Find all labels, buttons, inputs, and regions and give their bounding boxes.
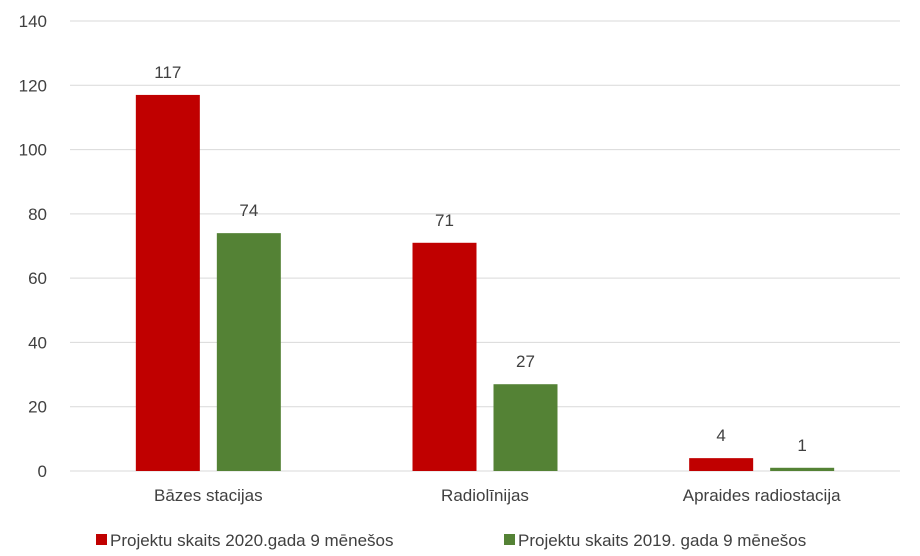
data-label: 74 bbox=[239, 201, 258, 220]
data-label: 117 bbox=[154, 63, 181, 82]
legend-label: Projektu skaits 2019. gada 9 mēnešos bbox=[518, 531, 806, 550]
y-tick-label: 40 bbox=[28, 333, 47, 352]
data-label: 71 bbox=[435, 211, 454, 230]
y-tick-label: 20 bbox=[28, 398, 47, 417]
category-label: Radiolīnijas bbox=[441, 486, 529, 505]
gridlines bbox=[70, 20, 900, 472]
bar bbox=[689, 458, 754, 471]
y-tick-label: 140 bbox=[19, 12, 47, 31]
data-label: 27 bbox=[516, 352, 535, 371]
bar bbox=[770, 467, 835, 471]
legend: Projektu skaits 2020.gada 9 mēnešos Proje… bbox=[96, 531, 806, 550]
y-tick-label: 120 bbox=[19, 76, 47, 95]
legend-swatch bbox=[96, 534, 107, 545]
bar bbox=[412, 242, 477, 471]
x-axis-category-labels: Bāzes stacijas Radiolīnijas Apraides radio… bbox=[154, 486, 841, 505]
y-tick-label: 80 bbox=[28, 205, 47, 224]
legend-swatch bbox=[504, 534, 515, 545]
y-tick-label: 60 bbox=[28, 269, 47, 288]
data-label: 1 bbox=[797, 436, 806, 455]
y-tick-label: 100 bbox=[19, 141, 47, 160]
bars bbox=[135, 94, 835, 471]
y-tick-label: 0 bbox=[38, 462, 47, 481]
data-label: 4 bbox=[716, 426, 725, 445]
bar bbox=[493, 384, 558, 471]
data-labels: 117 74 71 27 4 1 bbox=[154, 63, 807, 455]
y-axis-tick-labels: 0 20 40 60 80 100 120 140 bbox=[19, 12, 47, 481]
category-label: Apraides radiostacija bbox=[683, 486, 841, 505]
bar bbox=[135, 94, 200, 471]
bar bbox=[216, 233, 281, 471]
category-label: Bāzes stacijas bbox=[154, 486, 263, 505]
legend-label: Projektu skaits 2020.gada 9 mēnešos bbox=[110, 531, 394, 550]
